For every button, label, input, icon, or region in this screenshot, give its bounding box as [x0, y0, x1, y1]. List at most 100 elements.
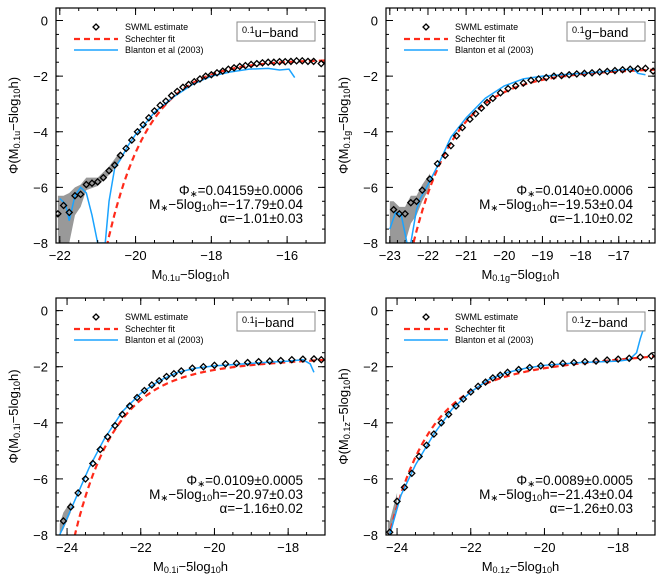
y-axis-label-part: 10	[342, 380, 352, 390]
y-axis-label-part: 10	[342, 89, 352, 99]
swml-error-band	[57, 151, 121, 243]
y-axis-label-part: Φ(M	[6, 438, 21, 464]
swml-point	[88, 459, 97, 468]
fit-parameter-alpha: α=−1.26±0.03	[549, 501, 633, 516]
swml-point	[133, 393, 141, 402]
swml-point	[230, 63, 238, 72]
swml-point	[82, 180, 91, 189]
legend-label-blanton: Blanton et al (2003)	[125, 45, 204, 55]
plot-area	[56, 56, 325, 243]
swml-point	[466, 388, 475, 396]
fit-parameter-phi-star-part: ∗	[527, 479, 535, 490]
swml-point	[116, 151, 125, 160]
swml-point	[144, 113, 153, 122]
x-axis-label-part: −5log	[178, 559, 210, 574]
swml-point	[437, 418, 446, 427]
fit-parameter-phi-star-part: =0.0140±0.0006	[535, 183, 633, 198]
swml-point	[519, 79, 528, 88]
swml-point	[161, 97, 170, 106]
fit-parameter-phi-star-part: =0.04159±0.0006	[198, 183, 303, 198]
legend-label-blanton: Blanton et al (2003)	[455, 335, 534, 345]
swml-point	[139, 120, 148, 129]
swml-point	[81, 474, 90, 483]
fit-parameter-phi-star: Φ∗=0.0140±0.0006	[516, 183, 633, 200]
schechter-fit-line	[412, 68, 655, 243]
fit-parameter-alpha-part: α=−1.01±0.03	[219, 211, 303, 226]
swml-point	[105, 166, 113, 175]
swml-point	[570, 358, 578, 367]
band-label-part: 0.1	[572, 315, 585, 325]
y-tick-label: −4	[33, 416, 48, 431]
swml-point	[565, 70, 574, 79]
plot-area	[386, 327, 655, 535]
x-tick-label: −21	[455, 248, 477, 263]
swml-point	[310, 354, 318, 363]
x-axis-label-part: 10	[212, 273, 222, 283]
x-tick-label: −20	[125, 248, 147, 263]
fit-parameter-phi-star-part: Φ	[516, 183, 527, 198]
fit-parameter-m-star-part: ∗	[490, 203, 498, 214]
swml-point	[446, 141, 455, 150]
swml-point	[286, 57, 295, 66]
swml-point	[503, 368, 512, 377]
swml-point	[304, 57, 312, 66]
swml-point	[88, 179, 96, 188]
band-label-box	[236, 311, 316, 332]
legend-swml-marker	[92, 23, 100, 31]
swml-point	[133, 127, 142, 136]
swml-point	[140, 386, 149, 395]
y-tick-label: −2	[33, 69, 48, 84]
legend-label-schechter: Schechter fit	[125, 34, 176, 44]
fit-parameter-m-star: M∗−5log10h=−19.53±0.04	[479, 197, 633, 214]
swml-point	[611, 66, 619, 75]
swml-point	[265, 357, 274, 366]
x-axis-label-part: 0.1z	[493, 565, 511, 575]
y-axis-label: Φ(M0.1z−5log10h)	[336, 368, 352, 465]
x-axis-label-part: M	[151, 267, 162, 282]
swml-point	[177, 367, 186, 375]
swml-point	[96, 445, 105, 454]
blanton-2003-line	[59, 67, 296, 243]
swml-point	[169, 369, 178, 378]
x-axis-label-part: 0.1g	[492, 273, 510, 283]
swml-point	[66, 503, 75, 511]
band-label-box	[566, 21, 646, 42]
swml-point	[292, 56, 301, 65]
y-axis-label-part: 0.1u	[12, 131, 22, 149]
fit-parameter-m-star-part: −5log	[498, 487, 531, 502]
swml-point	[504, 84, 513, 93]
band-label: 0.1g−band	[572, 25, 628, 40]
swml-point	[111, 421, 119, 430]
x-axis-label-part: h	[222, 267, 229, 282]
plot-frame	[55, 7, 326, 244]
y-axis-label-part: Φ(M	[336, 439, 351, 465]
swml-point	[626, 65, 635, 74]
x-axis-label-part: 10	[542, 565, 552, 575]
swml-point	[458, 123, 467, 132]
swml-point	[647, 352, 655, 360]
swml-point	[173, 87, 182, 96]
swml-point	[406, 198, 415, 207]
y-tick-label: −6	[363, 472, 378, 487]
plot-frame	[55, 297, 326, 536]
fit-parameter-m-star-part: h=−21.43±0.04	[542, 487, 633, 502]
band-label: 0.1u−band	[242, 25, 298, 40]
y-tick-label: −2	[363, 69, 378, 84]
schechter-fit-line	[388, 355, 655, 535]
x-tick-label: −24	[56, 540, 78, 555]
x-axis-label: M0.1z−5log10h	[482, 559, 560, 575]
swml-point	[588, 68, 596, 77]
x-tick-label: −23	[379, 248, 401, 263]
swml-point	[534, 74, 543, 83]
swml-point	[625, 354, 634, 363]
swml-point	[167, 91, 176, 100]
swml-point	[422, 441, 431, 450]
fit-parameter-m-star-part: M	[479, 487, 490, 502]
swml-point	[281, 57, 290, 66]
fit-parameter-phi-star: Φ∗=0.0089±0.0005	[516, 473, 633, 490]
band-label-part: 0.1	[572, 25, 585, 35]
fit-parameter-m-star-part: 10	[532, 203, 543, 214]
legend-label-swml: SWML estimate	[455, 312, 518, 322]
swml-point	[418, 186, 427, 195]
